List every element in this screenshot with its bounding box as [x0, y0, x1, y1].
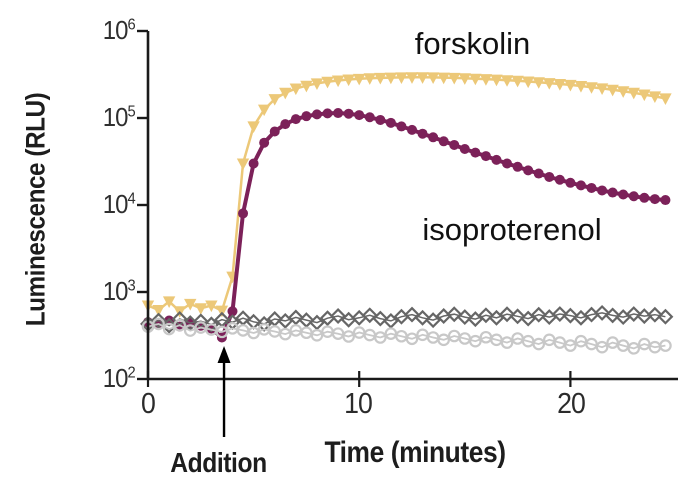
y-tick-label: 102: [102, 363, 136, 393]
y-tick-label: 105: [102, 102, 136, 132]
series-label-forskolin: forskolin: [414, 26, 531, 61]
y-axis-title: Luminescence (RLU): [20, 92, 51, 327]
x-tick-label-10: 10: [344, 388, 373, 420]
annotation-addition-label: Addition: [170, 447, 267, 478]
series-label-isoproterenol: isoproterenol: [422, 212, 602, 247]
x-tick-label-20: 20: [557, 388, 586, 420]
y-tick-label: 106: [102, 15, 136, 45]
x-axis-title: Time (minutes): [324, 436, 506, 469]
x-tick-label-0: 0: [141, 388, 156, 420]
y-tick-label: 104: [102, 189, 136, 219]
y-tick-label: 103: [102, 276, 136, 306]
